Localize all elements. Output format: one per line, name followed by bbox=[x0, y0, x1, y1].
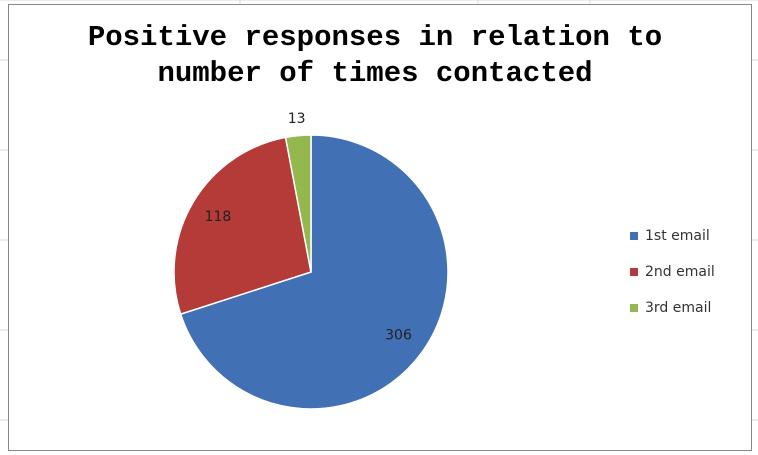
pie-slice bbox=[179, 134, 449, 410]
sheet-grid bbox=[0, 0, 758, 421]
data-label: 306 bbox=[385, 328, 412, 344]
legend-swatch bbox=[630, 232, 638, 240]
chart-title: Positive responses in relation to number… bbox=[87, 21, 663, 90]
legend-label: 2nd email bbox=[645, 264, 715, 280]
legend-swatch bbox=[630, 268, 638, 276]
pie-slice bbox=[173, 136, 312, 316]
data-label: 13 bbox=[288, 111, 306, 127]
legend-swatch bbox=[630, 304, 638, 312]
pie-slice bbox=[284, 134, 312, 273]
legend-label: 3rd email bbox=[645, 300, 711, 316]
data-label: 118 bbox=[205, 209, 232, 225]
legend-label: 1st email bbox=[645, 228, 710, 244]
